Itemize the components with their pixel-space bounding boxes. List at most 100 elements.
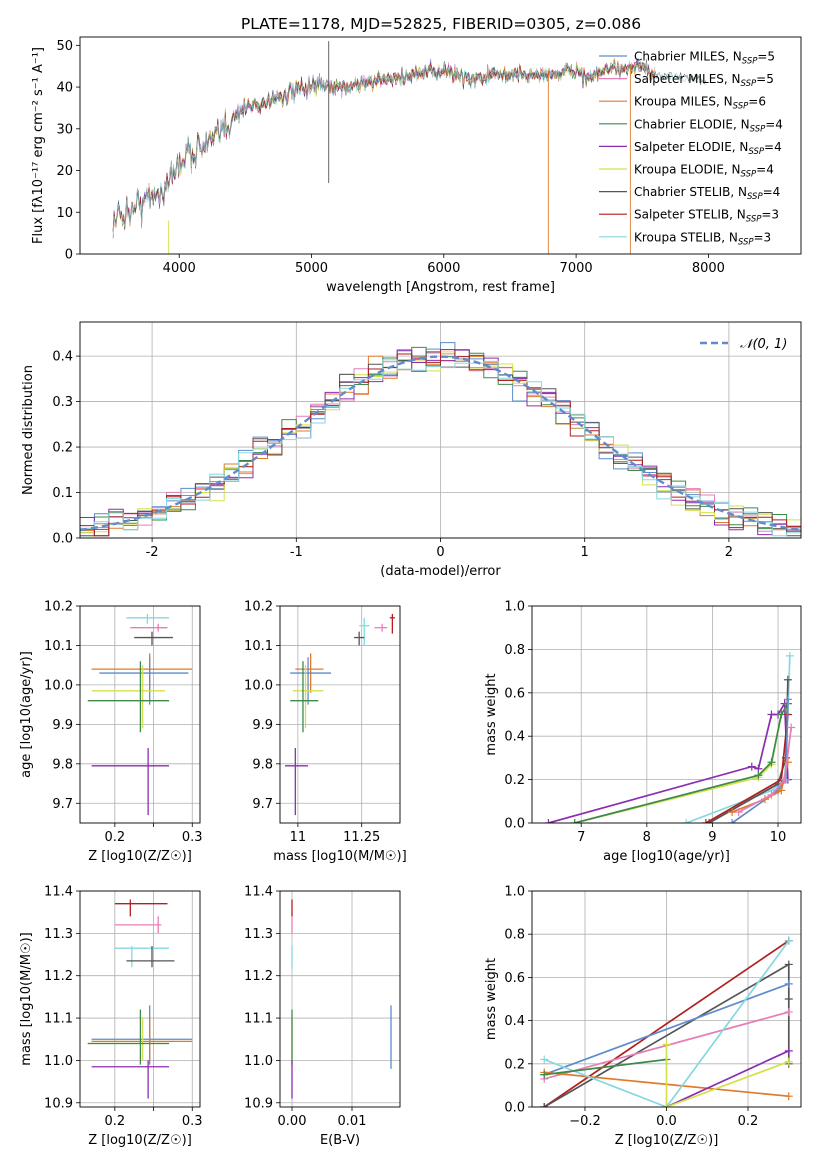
weight-marker [784,936,793,945]
x-axis-label: Z [log10(Z/Z☉)] [88,849,192,864]
weight-marker [777,786,786,795]
x-tick-label: 1 [581,545,589,560]
legend-entry: 𝒩(0, 1) [740,337,787,352]
x-axis-label: mass [log10(M/M☉)] [273,849,406,864]
data-point [290,657,332,705]
spectrum-line-3 [112,58,656,228]
axes-frame [531,605,802,824]
weight-marker [754,771,763,780]
y-tick-label: 11.1 [244,1012,273,1027]
weight-marker [783,675,792,684]
weight-marker [570,819,579,823]
weight-line-3 [543,983,790,1076]
x-axis-label: wavelength [Angstrom, rest frame] [326,280,555,295]
data-point [292,665,324,729]
x-tick-label: 5000 [295,261,328,276]
x-tick-label: 0.3 [182,830,203,845]
plot-area [540,936,793,1107]
y-axis-label: Normed distribution [21,365,36,495]
panel-7: 0.00 0.01 10.9 11.0 11.1 11.2 11.3 11.4 E(B-V) [244,885,401,1148]
x-tick-label: 0.3 [182,1114,203,1129]
x-tick-label: 0.2 [104,1114,125,1129]
data-point [359,617,370,646]
weight-marker [785,651,794,660]
spectrum-line-8 [112,60,656,231]
x-tick-label: 0.00 [278,1114,307,1129]
data-point [91,1060,170,1099]
legend-entry: Salpeter STELIB, NSSP=3 [634,208,779,225]
legend-entry: Kroupa STELIB, NSSP=3 [634,230,771,247]
x-tick-label: -1 [290,545,303,560]
x-axis-label: Z [log10(Z/Z☉)] [615,1133,719,1148]
y-tick-label: 0.3 [52,395,73,410]
panel-1: 4000 5000 6000 7000 8000 0 10 20 30 40 50 wavelengt… [31,36,802,295]
weight-marker [784,1046,793,1055]
weight-marker [662,1040,671,1049]
y-tick-label: 11.2 [44,969,73,984]
weight-marker [682,819,691,823]
y-tick-label: 40 [56,81,73,96]
x-axis-label: (data-model)/error [380,564,501,579]
x-tick-label: 2 [725,545,733,560]
y-tick-label: 9.9 [52,718,73,733]
y-tick-label: 11.4 [244,885,273,900]
y-tick-label: 9.8 [52,757,73,772]
y-tick-label: 10.2 [244,600,273,615]
plot-area [285,613,395,816]
weight-marker [784,960,793,969]
y-tick-label: 0.0 [504,817,525,832]
x-tick-label: 0.2 [738,1114,759,1129]
y-tick-label: 0.2 [504,1057,525,1072]
data-point [134,631,173,646]
weight-line-4 [685,655,791,823]
x-axis-label: Z [log10(Z/Z☉)] [88,1133,192,1148]
plot-area [544,651,796,823]
data-point [354,631,365,646]
plot-area [80,342,801,538]
weight-line-7 [544,1058,667,1076]
axes-frame [79,36,802,255]
plot-area [112,41,706,254]
legend-entry: Kroupa MILES, NSSP=6 [634,95,766,112]
weight-marker [734,808,743,817]
data-point [91,665,166,729]
legend-entry: Chabrier ELODIE, NSSP=4 [634,117,783,134]
y-tick-label: 20 [56,164,73,179]
y-tick-label: 0.6 [504,971,525,986]
y-tick-label: 10.1 [244,639,273,654]
x-tick-label: −0.2 [569,1114,601,1129]
spectrum-line-5 [112,59,656,239]
y-tick-label: 1.0 [504,885,525,900]
data-point [87,661,170,733]
y-tick-label: 11.3 [44,927,73,942]
y-tick-label: 10.2 [44,600,73,615]
y-tick-label: 10.1 [44,639,73,654]
y-tick-label: 0.0 [504,1101,525,1116]
plot-area [291,899,392,1099]
panel-3: 0.2 0.3 9.7 9.8 9.9 10.0 10.1 10.2 Z [log10(Z/Z☉… [19,600,203,865]
x-tick-label: 4000 [163,261,196,276]
legend: Chabrier MILES, NSSP=5 Salpeter MILES, NS… [599,50,783,247]
weight-marker [767,790,776,799]
y-tick-label: 10.9 [44,1096,73,1111]
legend-entry: Salpeter MILES, NSSP=5 [634,72,774,89]
y-axis-label: mass weight [484,958,499,1040]
x-tick-label: 11.25 [343,830,380,845]
data-point [374,623,388,632]
weight-marker [767,758,776,767]
legend-entry: Chabrier STELIB, NSSP=4 [634,185,780,202]
x-tick-label: 0.0 [656,1114,677,1129]
figure-title: PLATE=1178, MJD=52825, FIBERID=0305, z=0… [241,15,641,33]
x-axis-label: E(B-V) [320,1133,360,1148]
y-tick-label: 0.8 [504,643,525,658]
data-point [126,946,175,968]
y-tick-label: 0.8 [504,928,525,943]
y-axis-label: Flux [fλ10⁻¹⁷ erg cm⁻² s⁻¹ A⁻¹] [31,47,46,244]
data-point [285,748,309,816]
weight-marker [784,1007,793,1016]
panel-6: 0.2 0.3 10.9 11.0 11.1 11.2 11.3 11.4 Z [log10(Z… [19,885,203,1149]
x-tick-label: -2 [146,545,159,560]
panel-5: 7 8 9 10 0.0 0.2 0.4 0.6 0.8 1.0 age [log10(age/yr… [484,600,802,864]
y-tick-label: 9.9 [252,718,273,733]
